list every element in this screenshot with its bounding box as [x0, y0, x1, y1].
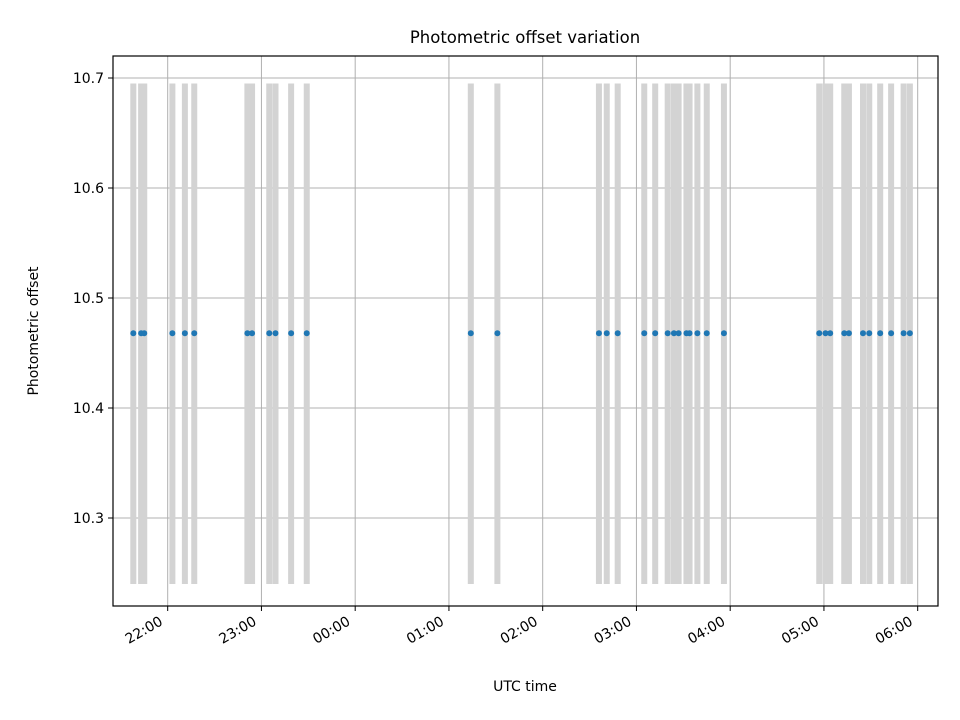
data-point — [181, 330, 188, 337]
data-point — [244, 330, 251, 337]
x-tick-label: 22:00 — [123, 614, 166, 648]
x-tick-label: 01:00 — [404, 614, 447, 648]
data-point — [866, 330, 873, 337]
y-tick-label: 10.6 — [73, 181, 104, 197]
x-axis-ticks: 22:00 23:00 00:00 01:00 02:00 03:00 04:00 05:00… — [123, 606, 919, 648]
data-point — [827, 330, 834, 337]
data-point — [845, 330, 852, 337]
data-point — [860, 330, 866, 337]
x-tick-label: 04:00 — [685, 614, 728, 648]
data-point — [670, 330, 677, 337]
y-tick-label: 10.3 — [73, 511, 104, 527]
data-point — [906, 330, 913, 337]
data-point — [877, 330, 884, 337]
x-tick-label: 06:00 — [873, 614, 916, 648]
plot-frame — [112, 55, 939, 607]
data-point — [641, 330, 648, 337]
data-points — [130, 330, 913, 337]
data-point — [888, 330, 895, 337]
data-point — [595, 330, 602, 337]
data-point — [652, 330, 659, 337]
data-point — [266, 330, 273, 337]
grid-lines — [113, 56, 938, 606]
data-point — [303, 330, 310, 337]
data-point — [614, 330, 621, 337]
x-tick-label: 03:00 — [591, 614, 634, 648]
y-axis-ticks: 10.3 10.4 10.5 10.6 10.7 — [73, 71, 113, 527]
y-axis-label: Photometric offset — [26, 266, 42, 396]
x-tick-label: 02:00 — [498, 614, 541, 648]
data-point — [467, 330, 474, 337]
x-tick-label: 00:00 — [310, 614, 353, 648]
data-point — [703, 330, 710, 337]
data-point — [816, 330, 823, 337]
chart-title: Photometric offset variation — [410, 28, 640, 47]
data-point — [841, 330, 848, 337]
data-point — [664, 330, 671, 337]
y-tick-label: 10.5 — [73, 291, 104, 307]
x-axis-label: UTC time — [493, 679, 557, 695]
data-point — [169, 330, 176, 337]
data-point — [494, 330, 501, 337]
data-point — [686, 330, 693, 337]
x-tick-label: 23:00 — [216, 614, 259, 648]
data-point — [675, 330, 682, 337]
data-point — [720, 330, 727, 337]
data-point — [272, 330, 279, 337]
x-tick-label: 05:00 — [779, 614, 822, 648]
data-point — [900, 330, 907, 337]
data-point — [288, 330, 295, 337]
y-tick-label: 10.4 — [73, 401, 104, 417]
data-point — [694, 330, 701, 337]
data-point — [603, 330, 610, 337]
data-point — [249, 330, 256, 337]
data-point — [141, 330, 148, 337]
y-tick-label: 10.7 — [73, 71, 104, 87]
data-point — [191, 330, 198, 337]
data-point — [822, 330, 829, 337]
data-point — [130, 330, 137, 337]
